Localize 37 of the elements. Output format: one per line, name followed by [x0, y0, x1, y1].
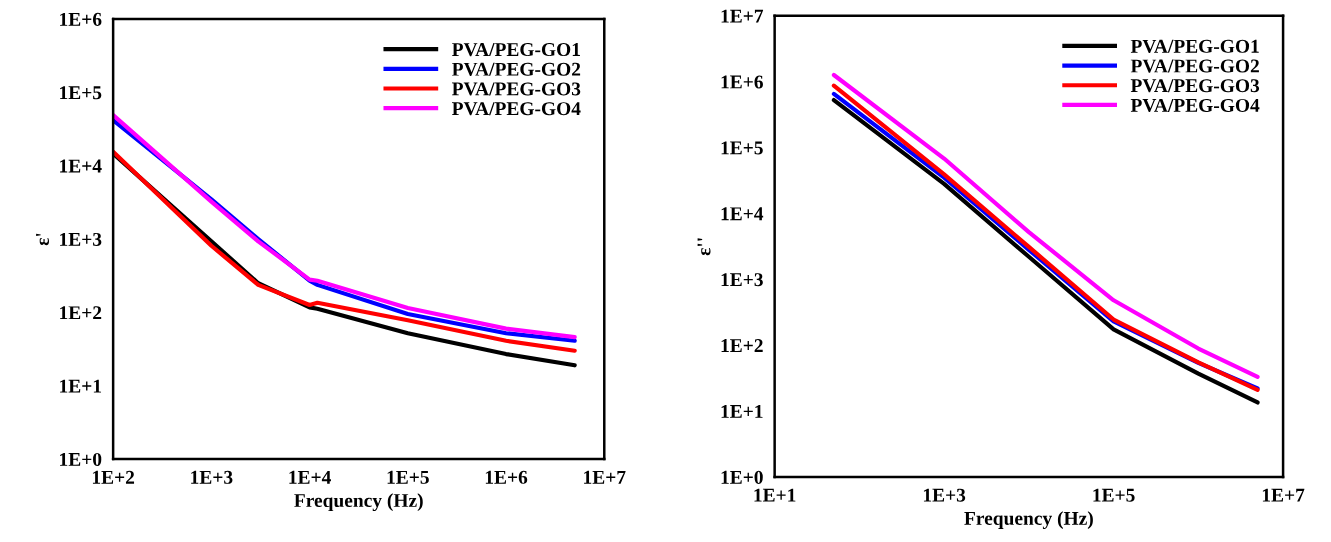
- y-tick-label: 1E+1: [60, 379, 102, 393]
- y-tick-label: 1E+0: [721, 470, 763, 484]
- x-tick-label: 1E+1: [754, 488, 796, 502]
- y-tick-label: 1E+6: [60, 12, 102, 26]
- legend-label: PVA/PEG-GO3: [1130, 79, 1260, 93]
- legend-label: PVA/PEG-GO1: [452, 43, 580, 57]
- x-axis-title: Frequency (Hz): [964, 511, 1093, 529]
- legend-label: PVA/PEG-GO2: [452, 62, 581, 76]
- x-tick-label: 1E+7: [584, 470, 626, 484]
- y-tick-label: 1E+3: [60, 232, 102, 246]
- y-tick-label: 1E+1: [721, 404, 763, 418]
- y-tick-label: 1E+0: [60, 452, 102, 467]
- y-tick-label: 1E+4: [60, 159, 102, 173]
- x-tick-label: 1E+4: [289, 470, 331, 484]
- y-axis-title: ε'': [697, 238, 711, 256]
- y-tick-label: 1E+4: [721, 207, 764, 221]
- x-tick-label: 1E+5: [387, 470, 429, 484]
- legend-label: PVA/PEG-GO4: [452, 102, 581, 116]
- y-tick-label: 1E+2: [60, 306, 102, 320]
- x-tick-label: 1E+3: [923, 488, 966, 502]
- y-tick-label: 1E+7: [721, 9, 764, 23]
- x-axis-title: Frequency (Hz): [294, 493, 423, 512]
- legend-label: PVA/PEG-GO1: [1130, 39, 1259, 53]
- y-tick-label: 1E+2: [721, 339, 763, 352]
- x-tick-label: 1E+7: [1262, 488, 1305, 502]
- y-tick-label: 1E+3: [721, 273, 763, 287]
- x-tick-label: 1E+5: [1093, 488, 1135, 502]
- x-tick-label: 1E+2: [92, 470, 135, 484]
- legend-label: PVA/PEG-GO4: [1130, 98, 1260, 113]
- y-tick-label: 1E+5: [60, 86, 102, 100]
- y-tick-label: 1E+6: [721, 75, 763, 89]
- legend-label: PVA/PEG-GO2: [1130, 59, 1259, 73]
- y-axis-title: ε': [36, 233, 50, 246]
- x-tick-label: 1E+6: [485, 470, 528, 484]
- legend-label: PVA/PEG-GO3: [452, 82, 581, 96]
- y-tick-label: 1E+5: [721, 141, 763, 155]
- x-tick-label: 1E+3: [191, 470, 233, 484]
